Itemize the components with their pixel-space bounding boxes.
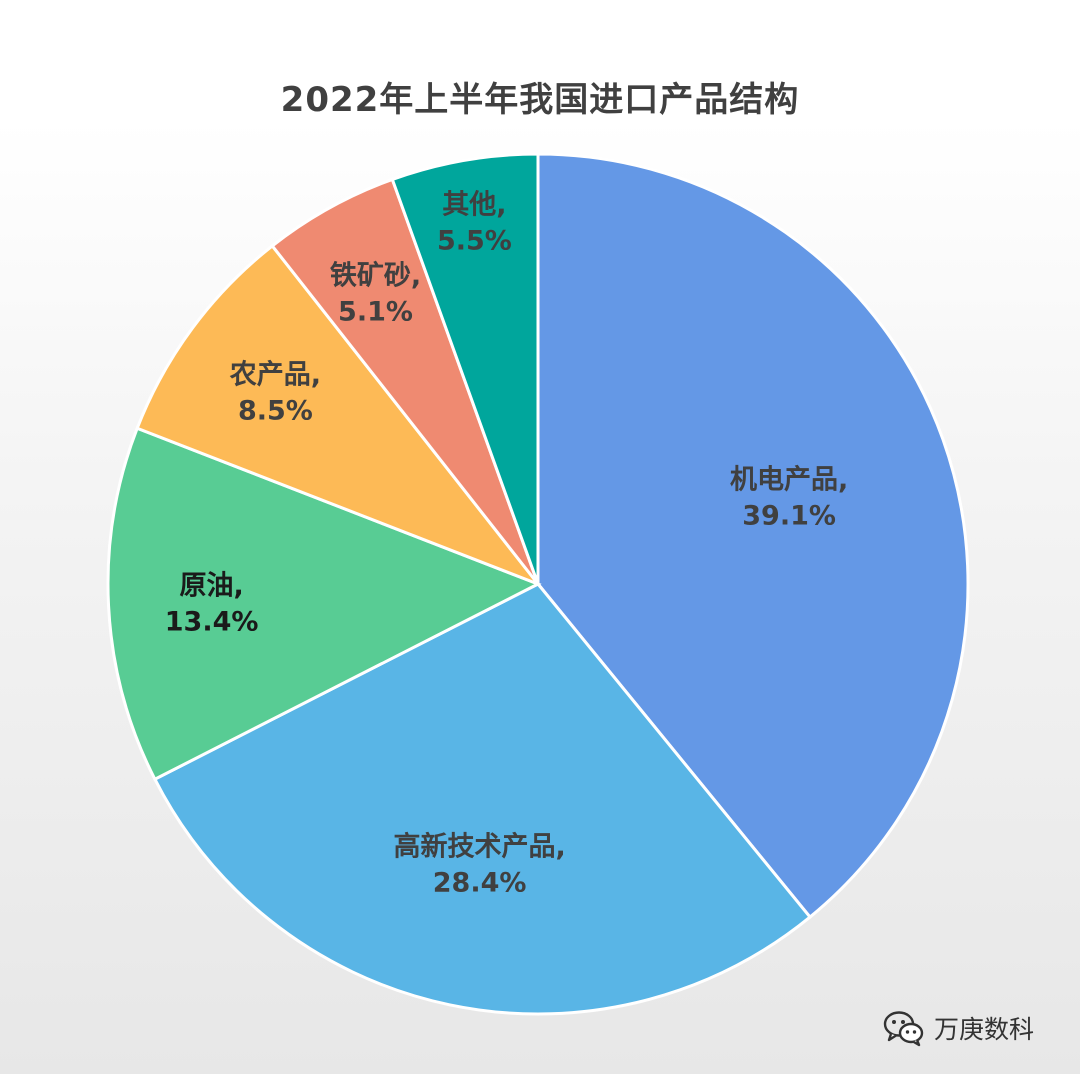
slice-label-value-2: 28.4% — [433, 868, 527, 899]
slice-label-name-2: 高新技术产品, — [393, 831, 565, 863]
pie-labels: 机电产品, 39.1% 高新技术产品, 28.4% 原油, 13.4% 农产品, 8.5% 铁矿… — [165, 190, 848, 899]
pie-slice-4 — [135, 243, 543, 588]
slice-label-value-1: 39.1% — [742, 501, 836, 532]
slice-label-name-4: 农产品, — [229, 359, 321, 390]
slice-label-value-5: 5.1% — [338, 297, 413, 328]
chart-title: 2022年上半年我国进口产品结构 — [280, 80, 800, 120]
slice-label-name-1: 机电产品, — [730, 465, 848, 496]
slice-label-name-5: 铁矿砂, — [330, 260, 421, 292]
pie-slice-3 — [106, 426, 542, 782]
pie-slice-6 — [390, 152, 540, 585]
slice-label-name-6: 其他, — [442, 190, 506, 221]
watermark-text: 万庚数科 — [934, 1015, 1035, 1044]
pie-slice-2 — [152, 582, 813, 1016]
wechat-icon — [883, 1011, 924, 1047]
slice-label-value-3: 13.4% — [165, 606, 259, 637]
slice-label-value-6: 5.5% — [437, 226, 512, 257]
slice-label-name-3: 原油, — [179, 570, 243, 601]
watermark: 万庚数科 — [882, 1008, 1034, 1048]
pie-slices — [106, 152, 970, 1016]
pie-slice-1 — [536, 152, 970, 920]
slice-label-value-4: 8.5% — [238, 395, 313, 426]
